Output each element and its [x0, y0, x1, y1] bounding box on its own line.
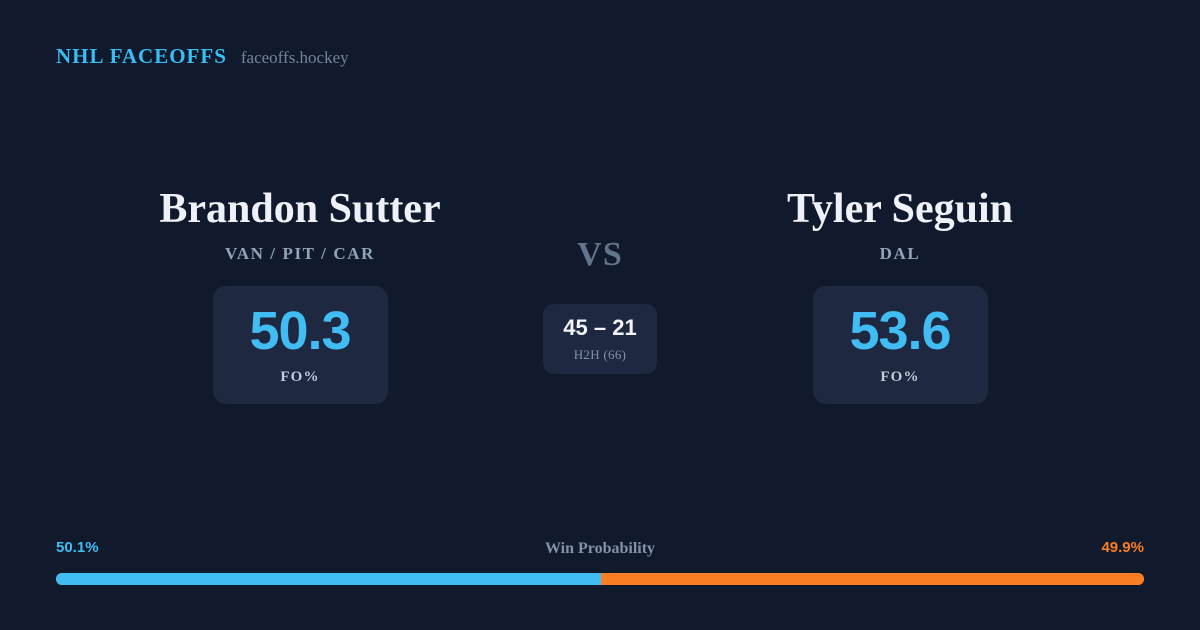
- head-to-head-label: H2H (66): [573, 347, 627, 362]
- faceoff-label-left: FO%: [280, 369, 320, 386]
- head-to-head-score: 45 – 21: [563, 315, 637, 340]
- faceoff-stat-card-left: 50.3 FO%: [212, 285, 388, 404]
- player-card-left: Brandon Sutter VAN / PIT / CAR 50.3 FO%: [90, 186, 510, 404]
- faceoff-stat-card-right: 53.6 FO%: [812, 285, 988, 404]
- matchup-row: Brandon Sutter VAN / PIT / CAR 50.3 FO% …: [0, 186, 1200, 404]
- player-card-right: Tyler Seguin DAL 53.6 FO%: [690, 186, 1110, 404]
- player-name-right: Tyler Seguin: [787, 186, 1013, 232]
- win-probability-right-percent: 49.9%: [1101, 539, 1144, 556]
- brand-title: NHL FACEOFFS: [56, 44, 227, 68]
- brand-header: NHL FACEOFFS faceoffs.hockey: [56, 46, 349, 67]
- faceoff-label-right: FO%: [880, 369, 920, 386]
- win-probability-labels: 50.1% Win Probability 49.9%: [56, 540, 1144, 562]
- player-teams-right: DAL: [879, 243, 921, 263]
- versus-block: VS 45 – 21 H2H (66): [510, 186, 690, 374]
- head-to-head-card: 45 – 21 H2H (66): [543, 304, 657, 374]
- win-probability-bar-right: [601, 573, 1144, 585]
- win-probability-bar-left: [56, 573, 602, 585]
- faceoff-percent-right: 53.6: [849, 301, 951, 362]
- brand-domain: faceoffs.hockey: [240, 48, 349, 67]
- win-probability-left-percent: 50.1%: [56, 539, 99, 556]
- player-name-left: Brandon Sutter: [159, 186, 441, 232]
- win-probability-section: 50.1% Win Probability 49.9%: [56, 540, 1144, 585]
- faceoff-percent-left: 50.3: [249, 301, 351, 362]
- win-probability-title: Win Probability: [544, 540, 656, 557]
- player-teams-left: VAN / PIT / CAR: [225, 243, 375, 263]
- versus-label: VS: [577, 236, 623, 273]
- win-probability-bar: [56, 573, 1144, 585]
